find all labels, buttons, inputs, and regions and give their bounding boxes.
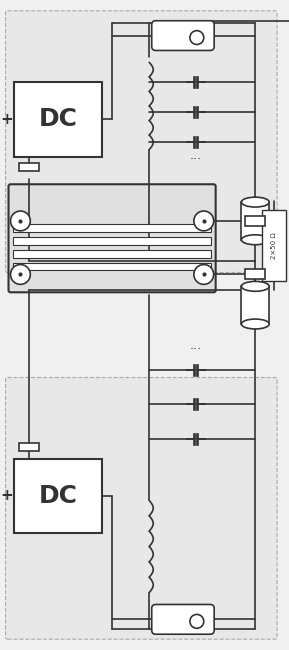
Text: ···: ··· bbox=[190, 153, 202, 166]
Bar bbox=[245, 216, 265, 226]
Circle shape bbox=[10, 265, 30, 284]
Bar bbox=[14, 82, 102, 157]
Circle shape bbox=[194, 211, 214, 231]
Bar bbox=[19, 163, 39, 172]
Bar bbox=[14, 459, 102, 533]
Circle shape bbox=[194, 265, 214, 284]
Ellipse shape bbox=[241, 281, 269, 291]
FancyBboxPatch shape bbox=[262, 210, 286, 281]
Text: ···: ··· bbox=[190, 343, 202, 356]
Ellipse shape bbox=[241, 319, 269, 329]
Ellipse shape bbox=[241, 197, 269, 207]
Text: 2×50 Ω: 2×50 Ω bbox=[271, 232, 277, 259]
Text: DC: DC bbox=[38, 107, 77, 131]
Bar bbox=[14, 263, 211, 270]
FancyBboxPatch shape bbox=[8, 184, 216, 292]
Circle shape bbox=[10, 211, 30, 231]
Bar bbox=[241, 287, 269, 324]
FancyBboxPatch shape bbox=[5, 378, 277, 639]
Text: +: + bbox=[0, 112, 13, 127]
Bar bbox=[14, 224, 211, 232]
Circle shape bbox=[190, 614, 204, 629]
Text: DC: DC bbox=[38, 484, 77, 508]
FancyBboxPatch shape bbox=[5, 11, 277, 272]
Bar bbox=[245, 270, 265, 280]
Text: +: + bbox=[0, 488, 13, 504]
FancyBboxPatch shape bbox=[152, 21, 214, 51]
Bar bbox=[14, 250, 211, 257]
Ellipse shape bbox=[241, 235, 269, 244]
Bar bbox=[14, 237, 211, 244]
Circle shape bbox=[190, 31, 204, 44]
Bar bbox=[241, 202, 269, 240]
Bar bbox=[19, 443, 39, 451]
FancyBboxPatch shape bbox=[152, 604, 214, 634]
